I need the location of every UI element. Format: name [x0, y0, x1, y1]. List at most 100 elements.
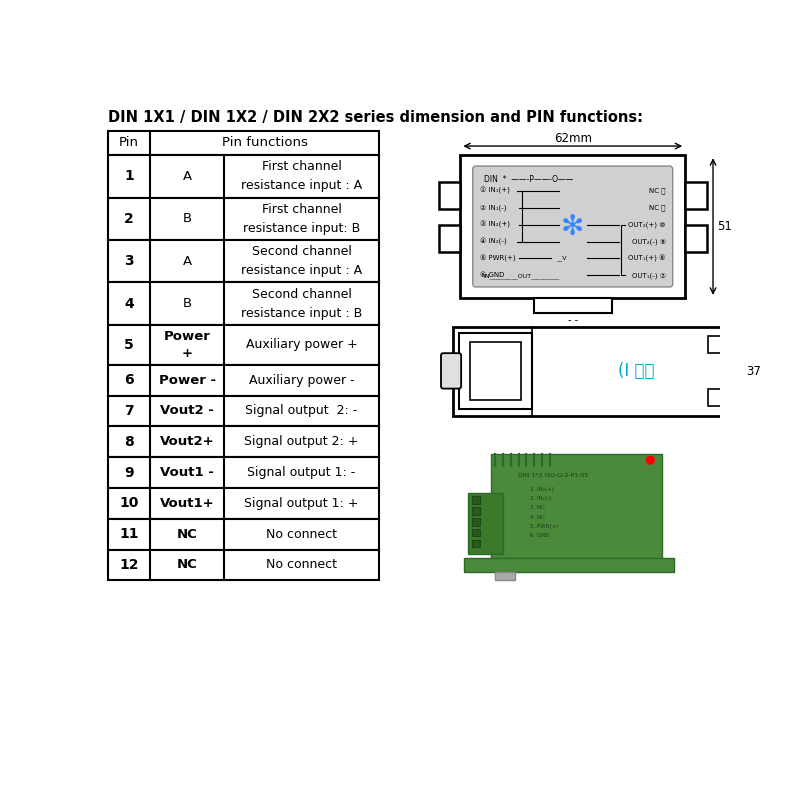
Bar	[708, 390, 722, 406]
Text: 12: 12	[119, 558, 139, 572]
Bar	[472, 496, 480, 504]
Text: Auxiliary power -: Auxiliary power -	[249, 374, 354, 386]
Text: 2: 2	[124, 212, 134, 226]
Bar	[472, 507, 480, 515]
Bar	[108, 198, 379, 240]
Bar	[685, 225, 707, 251]
Text: - -: - -	[568, 315, 578, 326]
Text: NC ⑪: NC ⑪	[650, 204, 666, 211]
Text: NC: NC	[177, 558, 198, 571]
Bar	[108, 488, 379, 518]
Text: Vout2 -: Vout2 -	[160, 405, 214, 418]
Text: 1. IN₁(+): 1. IN₁(+)	[530, 487, 554, 492]
Text: B: B	[182, 212, 192, 226]
Text: No connect: No connect	[266, 558, 337, 571]
Text: OUT₂(+) ⑩: OUT₂(+) ⑩	[628, 222, 666, 228]
Text: 9: 9	[124, 466, 134, 479]
Bar	[108, 130, 379, 155]
Bar	[108, 395, 379, 426]
Text: __V: __V	[556, 256, 566, 262]
Text: Signal output 1: +: Signal output 1: +	[244, 497, 358, 510]
FancyBboxPatch shape	[473, 166, 673, 287]
Text: NC: NC	[177, 528, 198, 541]
Bar	[459, 333, 533, 410]
Bar	[472, 539, 480, 547]
Text: OUT₂(-) ⑨: OUT₂(-) ⑨	[632, 238, 666, 245]
Text: 3: 3	[124, 254, 134, 268]
Text: ④ IN₂(-): ④ IN₂(-)	[480, 238, 506, 245]
Text: 3. NC: 3. NC	[530, 506, 545, 510]
Text: Power -: Power -	[158, 374, 216, 386]
Text: 5: 5	[124, 338, 134, 352]
Bar	[685, 182, 707, 209]
Text: Vout2+: Vout2+	[160, 435, 214, 448]
Text: 4. NC: 4. NC	[530, 514, 545, 520]
Text: A: A	[182, 170, 192, 183]
Text: Auxiliary power +: Auxiliary power +	[246, 338, 358, 351]
Bar	[468, 493, 503, 554]
Text: 4: 4	[124, 297, 134, 310]
Text: OUT₁(-) ⑦: OUT₁(-) ⑦	[632, 272, 666, 278]
Text: 2. IN₁(-): 2. IN₁(-)	[530, 496, 551, 502]
Text: DIN 1X1 / DIN 1X2 / DIN 2X2 series dimension and PIN functions:: DIN 1X1 / DIN 1X2 / DIN 2X2 series dimen…	[108, 110, 642, 125]
Text: 51: 51	[717, 220, 732, 233]
Bar	[108, 325, 379, 365]
Bar	[108, 426, 379, 457]
Text: First channel
resistance input: B: First channel resistance input: B	[243, 203, 360, 235]
Text: 7: 7	[124, 404, 134, 418]
Text: First channel
resistance input : A: First channel resistance input : A	[241, 161, 362, 193]
Text: Vout1 -: Vout1 -	[160, 466, 214, 479]
Text: Signal output 2: +: Signal output 2: +	[244, 435, 358, 448]
Text: ② IN₁(-): ② IN₁(-)	[480, 204, 506, 211]
Text: ⑥ GND: ⑥ GND	[480, 273, 504, 278]
Text: 37: 37	[746, 365, 762, 378]
Bar	[108, 457, 379, 488]
Bar	[464, 558, 674, 572]
Bar	[534, 298, 611, 313]
Bar	[472, 529, 480, 537]
Text: Vout1+: Vout1+	[160, 497, 214, 510]
Text: ① IN₁(+): ① IN₁(+)	[480, 187, 510, 194]
Circle shape	[646, 456, 654, 464]
Bar	[453, 327, 729, 415]
FancyBboxPatch shape	[441, 353, 461, 389]
Bar	[472, 518, 480, 526]
Text: B: B	[182, 297, 192, 310]
Text: DIN 1*2 ISO-U-2-P1-05: DIN 1*2 ISO-U-2-P1-05	[518, 473, 589, 478]
Bar	[470, 342, 521, 400]
Text: Pin: Pin	[119, 137, 139, 150]
Bar	[491, 454, 662, 562]
Bar	[108, 155, 379, 198]
Text: OUT₁(+) ⑧: OUT₁(+) ⑧	[628, 255, 666, 262]
Text: DIN  *  ——-P——-O——: DIN * ——-P——-O——	[484, 175, 573, 185]
Text: 62mm: 62mm	[554, 131, 592, 145]
Bar	[495, 572, 514, 579]
Text: A: A	[182, 254, 192, 268]
Bar	[108, 550, 379, 580]
Bar	[438, 225, 460, 251]
Bar	[108, 282, 379, 325]
Bar	[108, 518, 379, 550]
Text: Signal output 1: -: Signal output 1: -	[247, 466, 356, 479]
Text: ③ IN₂(+): ③ IN₂(+)	[480, 221, 510, 228]
Bar	[708, 336, 722, 353]
Text: 5. PWR(+): 5. PWR(+)	[530, 524, 558, 529]
Text: Pin functions: Pin functions	[222, 137, 308, 150]
Bar	[108, 365, 379, 395]
Text: ✻: ✻	[561, 213, 584, 241]
Text: Power
+: Power +	[164, 330, 210, 360]
Text: 11: 11	[119, 527, 139, 541]
Bar	[108, 240, 379, 282]
Text: 6: 6	[124, 373, 134, 387]
Text: Second channel
resistance input : B: Second channel resistance input : B	[241, 287, 362, 319]
Text: 1: 1	[124, 170, 134, 183]
Text: (I 型）: (I 型）	[618, 362, 654, 380]
Text: Signal output  2: -: Signal output 2: -	[246, 405, 358, 418]
Text: Second channel
resistance input : A: Second channel resistance input : A	[241, 245, 362, 277]
Text: 8: 8	[124, 434, 134, 449]
Text: 6. GND: 6. GND	[530, 534, 550, 538]
Text: No connect: No connect	[266, 528, 337, 541]
Text: ⑤ PWR(+): ⑤ PWR(+)	[480, 255, 515, 262]
Text: IN_________OUT_________: IN_________OUT_________	[484, 274, 560, 279]
Text: NC ⑫: NC ⑫	[650, 187, 666, 194]
